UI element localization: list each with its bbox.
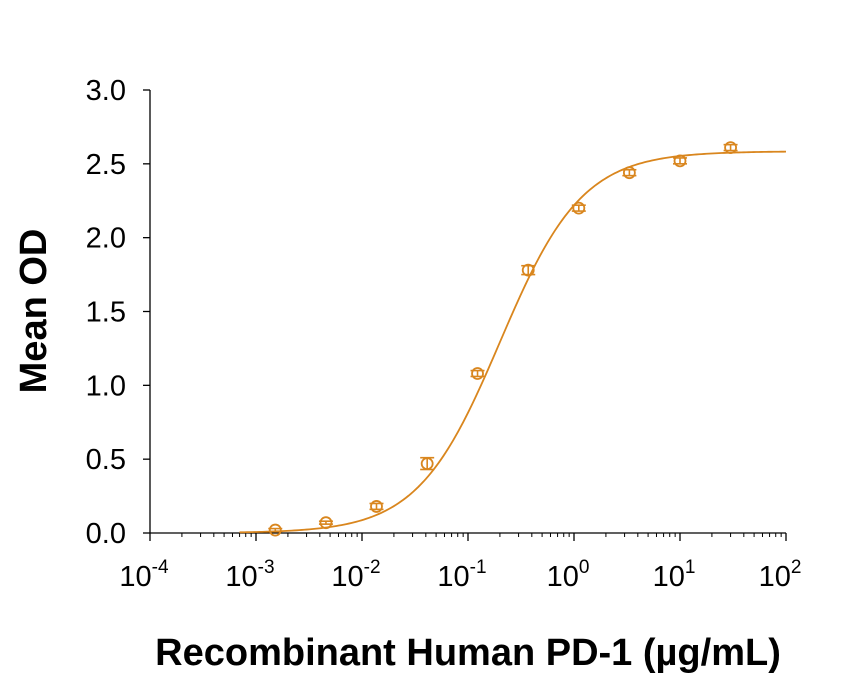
x-tick-label: 10-2 [331, 557, 380, 593]
x-tick-exponent: 0 [579, 557, 590, 578]
y-tick-label: 2.0 [86, 223, 126, 255]
data-point [571, 201, 586, 215]
point-marker [572, 201, 586, 215]
y-tick-label: 3.0 [86, 75, 126, 107]
y-axis-title: Mean OD [13, 229, 55, 394]
x-tick-label: 102 [759, 557, 802, 593]
x-tick-exponent: 2 [791, 557, 802, 578]
x-axis-title: Recombinant Human PD-1 (µg/mL) [155, 632, 781, 674]
point-marker [521, 263, 535, 277]
y-tick-label: 0.0 [86, 518, 126, 550]
point-marker [724, 141, 737, 154]
data-point [420, 456, 435, 471]
x-tick-base: 10 [653, 561, 685, 593]
y-axis-ticks: 0.0 0.5 1.0 1.5 2.0 2.5 3.0 [86, 75, 150, 550]
x-tick-base: 10 [331, 561, 363, 593]
x-tick-base: 10 [225, 561, 257, 593]
data-point [673, 154, 687, 168]
x-tick-exponent: -3 [258, 557, 275, 578]
data-point [268, 523, 283, 537]
x-tick-exponent: -2 [364, 557, 381, 578]
x-tick-label: 10-4 [119, 557, 169, 593]
fit-curve-group [239, 150, 787, 534]
point-marker [622, 166, 636, 180]
x-tick-label: 101 [653, 557, 696, 593]
point-marker [420, 457, 434, 470]
point-marker [319, 516, 333, 530]
data-point [318, 516, 333, 530]
point-marker [370, 500, 383, 513]
x-tick-label: 10-3 [225, 557, 274, 593]
axes [149, 90, 786, 534]
x-tick-base: 10 [437, 561, 469, 593]
x-tick-base: 10 [119, 561, 151, 593]
data-point [723, 141, 738, 154]
point-marker [268, 523, 282, 537]
fit-curve [239, 150, 787, 534]
x-tick-exponent: -4 [152, 557, 169, 578]
point-marker [471, 367, 484, 380]
y-tick-label: 1.0 [86, 370, 126, 402]
x-tick-exponent: 1 [685, 557, 696, 578]
y-tick-label: 1.5 [86, 297, 126, 329]
data-points [268, 141, 738, 537]
x-tick-label: 10-1 [437, 557, 486, 593]
x-tick-exponent: -1 [470, 557, 487, 578]
point-marker [673, 154, 687, 168]
data-point [521, 263, 536, 277]
x-tick-label: 100 [547, 557, 590, 593]
x-axis-ticks: 10-4 10-3 10-2 10-1 100 101 102 [119, 533, 801, 593]
x-tick-base: 10 [547, 561, 579, 593]
y-tick-label: 0.5 [86, 444, 126, 476]
y-tick-label: 2.5 [86, 149, 126, 181]
data-point [622, 166, 637, 180]
x-tick-base: 10 [759, 561, 791, 593]
data-point [369, 500, 384, 513]
data-point [470, 367, 485, 380]
